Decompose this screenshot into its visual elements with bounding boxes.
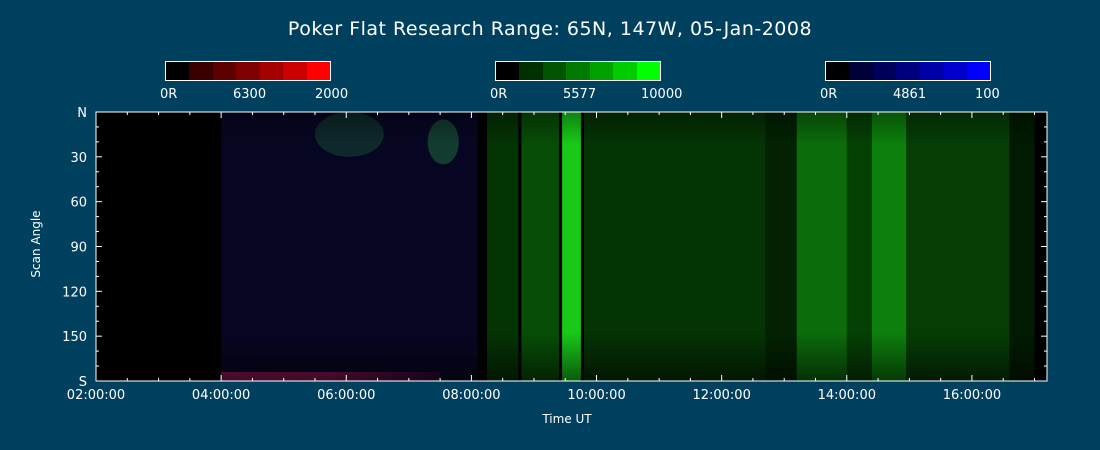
y-tick-label: 60 <box>70 196 87 211</box>
plot-vertical-shading <box>96 112 1047 381</box>
x-tick-label: 06:00:00 <box>317 388 375 403</box>
colorbar-segment <box>613 62 637 80</box>
colorbar-segment <box>283 62 307 80</box>
x-tick-label: 16:00:00 <box>943 388 1001 403</box>
y-tick-label: 150 <box>62 330 87 345</box>
colorbar-segment <box>966 62 990 80</box>
colorbar-segment <box>919 62 944 80</box>
x-tick-label: 12:00:00 <box>692 388 750 403</box>
colorbar-segment <box>212 62 237 80</box>
colorbar-segment <box>166 62 190 80</box>
colorbar-mid-label: 6300 <box>233 87 267 102</box>
x-tick-label: 02:00:00 <box>67 388 125 403</box>
x-tick-label: 08:00:00 <box>442 388 500 403</box>
colorbar-min-label: 0R <box>820 87 838 102</box>
colorbar-segment <box>636 62 660 80</box>
colorbar-min-label: 0R <box>490 87 508 102</box>
colorbar-segment <box>872 62 897 80</box>
colorbar-6300-scale <box>165 61 331 81</box>
y-tick-label: N <box>77 106 87 121</box>
colorbar-segment <box>589 62 614 80</box>
colorbar-4861-scale <box>825 61 991 81</box>
x-tick-label: 04:00:00 <box>192 388 250 403</box>
colorbar-max-label: 100 <box>975 87 1000 102</box>
colorbar-max-label: 2000 <box>315 87 349 102</box>
colorbar-segment <box>849 62 873 80</box>
y-axis-ticks: N 30 60 90 120 150 S <box>62 106 1047 390</box>
colorbar-segment <box>259 62 284 80</box>
y-tick-label: 90 <box>70 241 87 256</box>
colorbar-segment <box>943 62 967 80</box>
colorbar-segment <box>896 62 920 80</box>
colorbar-max-label: 10000 <box>641 87 683 102</box>
colorbar-segment <box>566 62 590 80</box>
y-tick-label: S <box>79 375 87 390</box>
colorbar-4861: 0R 4861 100 <box>820 61 1000 102</box>
colorbar-segment <box>826 62 850 80</box>
chart-title: Poker Flat Research Range: 65N, 147W, 05… <box>287 18 813 40</box>
y-tick-label: 120 <box>62 285 87 300</box>
x-axis-label: Time UT <box>542 412 592 426</box>
colorbar-6300: 0R 6300 2000 <box>160 61 348 102</box>
colorbar-mid-label: 4861 <box>893 87 927 102</box>
colorbar-mid-label: 5577 <box>563 87 597 102</box>
colorbar-segment <box>542 62 567 80</box>
colorbar-segment <box>236 62 260 80</box>
x-tick-label: 10:00:00 <box>567 388 625 403</box>
x-axis-ticks: 02:00:00 04:00:00 06:00:00 08:00:00 10:00:00… <box>67 112 1035 403</box>
y-tick-label: 30 <box>70 151 87 166</box>
colorbar-segment <box>306 62 330 80</box>
colorbar-segment <box>496 62 520 80</box>
colorbar-min-label: 0R <box>160 87 178 102</box>
x-tick-label: 14:00:00 <box>818 388 876 403</box>
colorbar-segment <box>189 62 213 80</box>
colorbar-5577-scale <box>495 61 661 81</box>
colorbar-5577: 0R 5577 10000 <box>490 61 682 102</box>
colorbar-segment <box>519 62 543 80</box>
